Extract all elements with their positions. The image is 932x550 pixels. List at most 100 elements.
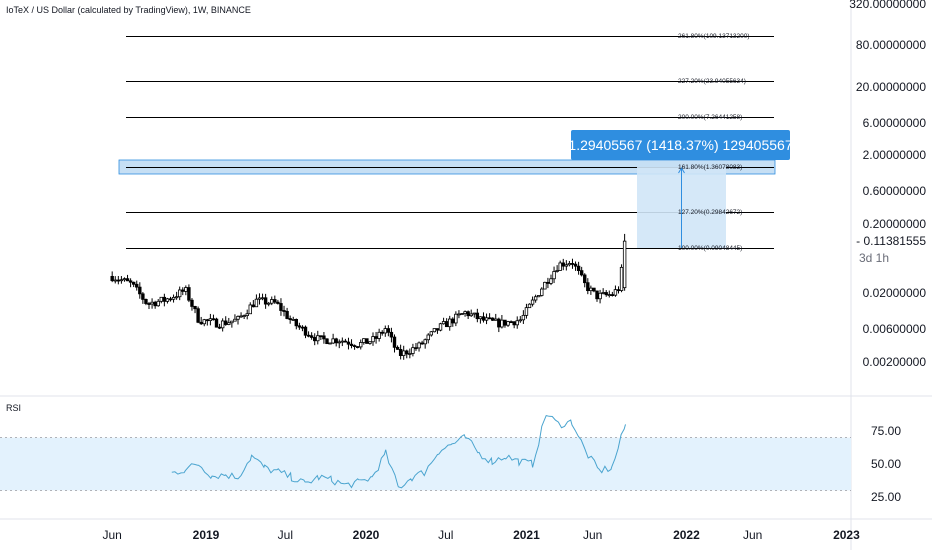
candle-body [340,340,345,343]
candle-body [420,342,424,345]
fib-levels [118,36,776,249]
candle-body [224,320,228,325]
time-axis-label: 2020 [352,528,380,542]
candle-body [552,271,556,280]
price-axis-label: 0.20000000 [862,217,926,232]
candle-body [429,331,434,336]
candle-body [613,289,618,296]
candle-body [598,292,602,300]
candle-body [503,319,507,326]
measure-label: 1.29405567 (1418.37%) 129405567 [568,130,793,160]
rsi-indicator-label[interactable]: RSI [6,403,22,413]
price-axis-label: 0.02000000 [862,286,926,301]
candle-body [395,346,400,350]
candle-body [469,313,473,317]
candle-body [423,339,427,345]
candle-body [478,316,483,320]
candle-body [368,341,372,344]
candle-body [174,296,179,299]
fib-level-label: 127.20%(0.29842672) [678,208,743,216]
candle-body [537,295,541,298]
time-axis-label: Jun [582,528,603,542]
candle-body [322,335,326,340]
candle-body [518,319,523,322]
candle-body [438,323,443,331]
price-axis-label: 320.00000000 [849,0,926,11]
candle-body [533,296,538,301]
candle-body [448,318,452,328]
candle-body [435,328,440,331]
time-axis-label: 2023 [833,528,860,542]
price-axis-label: 80.00000000 [855,38,926,53]
candle-body [432,328,437,333]
candle-body [595,290,599,300]
candle-body [392,336,397,348]
candle-body [141,293,145,300]
candle-body [481,316,486,321]
candle-body [276,301,280,304]
candle-body [555,270,559,272]
time-axis-label: Jun [102,528,122,542]
candle-body [619,266,624,291]
candle-body [285,310,289,319]
candle-body [236,316,240,320]
candle-body [460,313,464,316]
candle-body [300,326,305,329]
candle-body [116,279,121,282]
candle-body [303,326,308,336]
candle-body [451,318,455,324]
candle-body [168,298,173,301]
measure-tool [637,167,726,248]
candle-body [616,289,621,292]
candle-body [426,334,430,341]
candle-body [408,353,412,355]
candle-body [227,322,231,325]
candles [110,233,627,360]
candle-body [334,338,338,344]
candle-body [150,301,154,305]
rsi-axis-label: 75.00 [871,424,902,438]
bar-countdown: 3d 1h [859,251,890,265]
rsi-axis-label: 50.00 [871,457,902,471]
time-axis-label: 2022 [673,528,700,542]
candle-body [202,319,206,325]
candle-body [184,287,188,292]
candle-body [239,315,243,318]
candle-body [325,338,329,345]
candle-body [196,308,200,323]
candle-body [110,275,114,281]
fib-level-label: 100.00%(0.09048445) [678,244,743,252]
candle-body [181,289,185,292]
candle-body [365,338,369,344]
candle-body [530,299,535,305]
candle-body [484,317,489,321]
fib-level-label: 161.80%(1.36078083) [678,163,743,171]
candle-body [352,345,357,347]
measure-arrow-head [678,167,685,174]
candle-body [515,320,519,326]
candle-body [288,318,292,320]
candle-body [472,312,476,315]
candle-body [540,288,544,296]
candle-body [564,264,569,267]
candle-body [346,341,351,345]
candle-body [156,300,160,307]
rsi-axis-label: 25.00 [871,490,902,504]
candle-body [441,321,446,325]
candle-body [567,263,572,266]
candle-body [337,341,341,344]
candle-body [509,321,513,324]
candle-body [457,313,461,316]
time-axis-label: Jul [438,528,454,542]
candle-body [131,281,136,285]
candle-body [601,292,605,294]
candle-body [463,311,467,315]
candle-body [319,335,323,338]
candle-body [527,303,532,309]
candle-body [389,331,394,338]
candle-body [230,320,234,324]
candle-body [521,314,526,321]
candle-body [214,318,219,328]
candle-body [414,347,418,350]
